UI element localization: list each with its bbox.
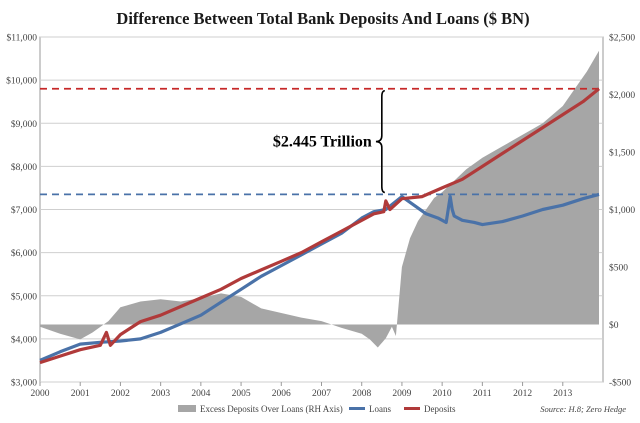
- right-tick-label: $2,500: [609, 33, 635, 44]
- annotation-label-background: [253, 130, 376, 153]
- left-tick-label: $9,000: [11, 119, 37, 130]
- left-tick-label: $4,000: [11, 334, 37, 345]
- left-axis-ticks: $3,000 $4,000 $5,000 $6,000 $7,000 $8,000 $9,0…: [6, 33, 37, 389]
- left-tick-label: $3,000: [11, 378, 37, 389]
- left-tick-label: $6,000: [11, 248, 37, 259]
- x-tick-label: 2013: [553, 389, 572, 399]
- left-tick-label: $8,000: [11, 162, 37, 173]
- x-tick-label: 2003: [151, 389, 170, 399]
- legend-swatch-deposits: [404, 407, 420, 410]
- x-tick-label: 2009: [392, 389, 411, 399]
- series-excess-deposits-area: [40, 50, 599, 348]
- x-tick-label: 2002: [111, 389, 130, 399]
- legend-label-excess: Excess Deposits Over Loans (RH Axis): [200, 404, 343, 414]
- x-tick-label: 2004: [191, 389, 210, 399]
- x-tick-label: 2008: [352, 389, 371, 399]
- x-tick-label: 2000: [31, 389, 50, 399]
- right-tick-label: $2,000: [609, 90, 635, 101]
- right-axis-ticks: -$500 $0 $500 $1,000 $1,500 $2,000 $2,500: [609, 33, 635, 389]
- right-tick-label: -$500: [609, 378, 631, 389]
- series-deposits-line: [39, 87, 601, 365]
- legend-swatch-loans: [349, 407, 365, 410]
- left-tick-label: $10,000: [6, 76, 37, 87]
- annotation-label: $2.445 Trillion: [273, 134, 372, 151]
- legend-label-loans: Loans: [369, 404, 391, 414]
- chart-title: Difference Between Total Bank Deposits A…: [116, 9, 529, 28]
- right-tick-label: $500: [609, 263, 628, 274]
- x-tick-label: 2011: [473, 389, 492, 399]
- x-axis-ticks: 2000 2001 2002 2003 2004 2005 2006 2007 2008 2009…: [31, 382, 573, 399]
- x-tick-label: 2006: [272, 389, 291, 399]
- x-tick-label: 2010: [433, 389, 452, 399]
- right-tick-label: $1,000: [609, 205, 635, 216]
- left-tick-label: $7,000: [11, 205, 37, 216]
- legend: Excess Deposits Over Loans (RH Axis) Loa…: [178, 404, 456, 414]
- legend-swatch-excess: [178, 405, 196, 412]
- x-tick-label: 2007: [312, 389, 331, 399]
- x-tick-label: 2012: [513, 389, 532, 399]
- left-tick-label: $11,000: [6, 33, 37, 44]
- x-tick-label: 2005: [232, 389, 251, 399]
- x-tick-label: 2001: [71, 389, 90, 399]
- source-note: Source: H.8; Zero Hedge: [540, 404, 626, 414]
- right-tick-label: $0: [609, 320, 619, 331]
- left-tick-label: $5,000: [11, 291, 37, 302]
- legend-label-deposits: Deposits: [424, 404, 456, 414]
- right-tick-label: $1,500: [609, 148, 635, 159]
